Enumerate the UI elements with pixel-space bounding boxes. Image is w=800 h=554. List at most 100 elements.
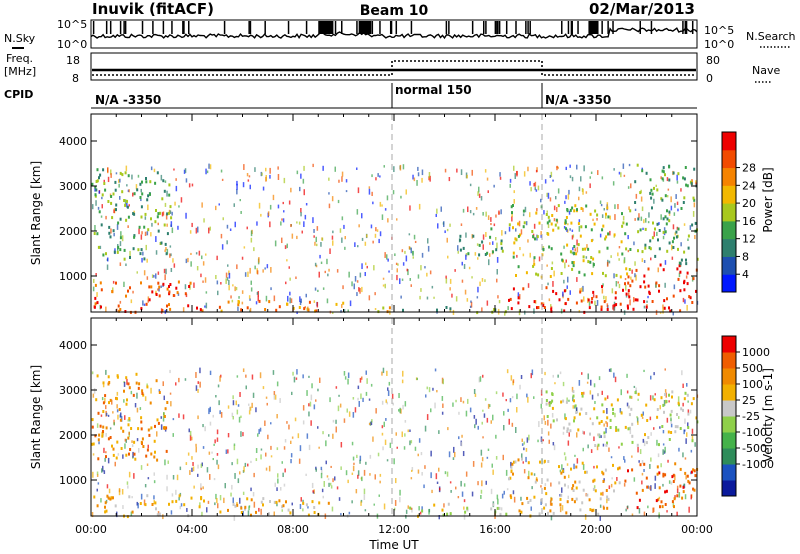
data-cell [529,498,532,502]
data-cell [515,238,518,242]
data-cell [631,468,634,472]
scatter-cell [496,278,498,283]
scatter-cell [169,392,172,395]
data-cell [677,401,680,405]
scatter-cell [314,287,317,291]
scatter-cell [428,508,431,513]
data-cell [677,247,679,251]
scatter-cell [685,438,687,444]
scatter-cell [405,509,408,514]
scatter-cell [602,443,605,447]
scatter-cell [408,233,411,236]
scatter-cell [444,168,447,173]
scatter-cell [330,485,333,489]
data-cell [651,192,654,196]
scatter-cell [126,203,128,208]
data-cell [629,284,632,288]
scatter-cell [285,281,287,285]
scatter-cell [117,453,120,456]
colorbar-tick-label: 20 [742,197,756,210]
scatter-cell [92,393,95,398]
scatter-cell [416,180,418,186]
data-cell [496,506,499,510]
data-cell [112,447,115,451]
scatter-cell [482,212,484,216]
data-cell [512,204,514,207]
data-cell [590,256,593,259]
data-cell [578,270,581,274]
scatter-cell [127,225,129,228]
scatter-cell [255,458,258,462]
data-cell [591,272,594,276]
scatter-cell [185,178,188,183]
scatter-cell [410,284,412,287]
data-cell [558,298,561,302]
data-cell [165,252,168,256]
scatter-cell [643,440,646,447]
scatter-cell [147,477,150,480]
scatter-cell [302,405,305,411]
data-cell [164,407,167,411]
nsky-tick-top-left: 10^5 [57,18,87,31]
scatter-cell [486,300,489,306]
scatter-cell [659,405,661,410]
scatter-cell [200,463,203,468]
scatter-cell [281,509,283,512]
scatter-cell [469,407,472,413]
data-cell [615,426,618,430]
scatter-cell [261,172,263,176]
scatter-cell [618,246,621,249]
scatter-cell [270,267,272,273]
scatter-cell [461,491,464,497]
scatter-cell [107,457,110,464]
scatter-cell [227,264,229,267]
scatter-cell [478,193,481,198]
scatter-cell [360,499,363,503]
scatter-cell [425,394,427,398]
x-tick-label: 08:00 [277,523,309,536]
scatter-cell [313,404,316,410]
data-cell [614,481,617,485]
scatter-cell [523,469,526,474]
data-cell [510,496,513,500]
scatter-cell [122,505,124,509]
scatter-cell [207,500,210,504]
scatter-cell [627,186,630,189]
scatter-cell [373,503,375,506]
scatter-cell [270,445,272,450]
data-cell [109,398,112,402]
data-cell [655,281,658,285]
data-cell [673,497,676,501]
scatter-cell [686,305,688,311]
scatter-cell [249,298,251,301]
scatter-cell [202,446,205,449]
data-cell [512,255,515,259]
data-cell [262,497,265,501]
scatter-cell [460,223,463,226]
data-cell [489,235,492,239]
data-cell [305,503,308,507]
data-cell [628,268,631,271]
scatter-cell [620,172,622,178]
scatter-cell [369,473,371,476]
scatter-cell [452,457,455,460]
data-cell [596,465,598,469]
data-cell [244,505,247,509]
scatter-cell [599,504,602,508]
colorbar-swatch [722,185,736,204]
scatter-cell [97,482,100,485]
data-cell [521,457,523,461]
scatter-cell [371,419,373,423]
scatter-cell [445,277,448,284]
scatter-cell [98,441,100,445]
scatter-cell [388,381,391,386]
scatter-cell [571,386,574,392]
scatter-cell [352,412,355,418]
data-cell [122,429,125,433]
data-cell [518,509,521,513]
scatter-cell [457,245,459,251]
scatter-cell [603,423,605,427]
scatter-cell [567,276,569,283]
data-cell [311,500,314,504]
data-cell [168,303,170,307]
